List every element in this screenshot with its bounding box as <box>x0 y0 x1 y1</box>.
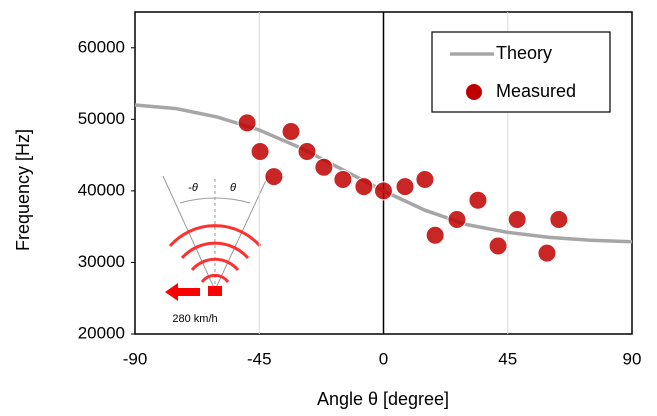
x-tick-label: 90 <box>623 349 642 368</box>
inset <box>162 175 269 301</box>
x-tick-label: -90 <box>123 349 148 368</box>
inset-arc <box>179 197 251 204</box>
point <box>468 190 488 210</box>
point <box>374 181 393 201</box>
x-axis-title: Angle θ [degree] <box>317 389 449 409</box>
point <box>333 169 353 189</box>
x-tick-label: -45 <box>247 349 272 368</box>
wave <box>190 257 240 272</box>
point <box>537 243 557 263</box>
y-tick-label: 50000 <box>78 109 125 128</box>
inset-label: 280 km/h <box>172 313 217 325</box>
point <box>314 157 334 177</box>
arrow <box>165 283 200 301</box>
point <box>447 210 467 230</box>
y-tick-label: 40000 <box>78 180 125 199</box>
point <box>488 236 508 256</box>
point <box>237 113 257 133</box>
legend-label: Measured <box>496 81 576 101</box>
x-tick-label: 45 <box>498 349 517 368</box>
legend-marker <box>466 84 482 100</box>
point <box>549 210 569 230</box>
y-tick-label: 30000 <box>78 252 125 271</box>
point <box>354 177 374 197</box>
point <box>395 177 415 197</box>
point <box>425 225 445 245</box>
y-tick-label: 60000 <box>78 37 125 56</box>
wave <box>180 241 250 260</box>
y-axis-title: Frequency [Hz] <box>13 129 33 251</box>
point <box>250 142 270 162</box>
y-tick-label: 20000 <box>78 323 125 342</box>
point <box>264 167 284 187</box>
car <box>208 286 222 296</box>
wave <box>200 273 230 283</box>
legend-label: Theory <box>496 43 552 63</box>
point <box>507 210 527 230</box>
legend-box <box>431 31 611 113</box>
inset-label: -θ <box>188 182 198 194</box>
wave <box>168 224 262 247</box>
point <box>297 142 317 162</box>
point <box>281 121 301 141</box>
x-tick-label: 0 <box>379 349 388 368</box>
point <box>415 169 435 189</box>
inset-label: θ <box>230 182 236 194</box>
